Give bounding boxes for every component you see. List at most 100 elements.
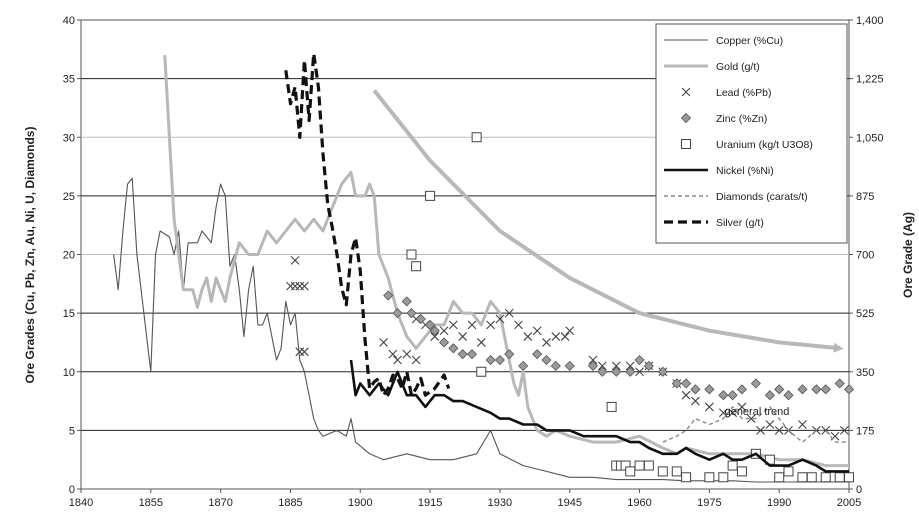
point-lead-pb	[486, 320, 495, 330]
trend-layer	[372, 89, 844, 353]
point-lead-pb	[704, 402, 714, 412]
point-lead-pb	[430, 332, 440, 341]
point-uranium-kg-t-u3o8	[634, 460, 645, 471]
y-left-tick-label: 35	[63, 74, 75, 86]
legend-box	[655, 23, 848, 244]
point-lead-pb	[798, 420, 807, 429]
point-zinc-zn	[681, 378, 692, 389]
point-uranium-kg-t-u3o8	[774, 472, 785, 483]
point-lead-pb	[448, 320, 458, 330]
x-tick-label: 1975	[697, 497, 721, 509]
point-lead-pb	[523, 332, 533, 341]
point-uranium-kg-t-u3o8	[806, 472, 817, 483]
point-zinc-zn	[718, 390, 729, 401]
point-zinc-zn	[597, 366, 608, 377]
y-right-tick-label: 700	[856, 250, 874, 262]
point-zinc-zn	[457, 349, 468, 360]
series-uranium-kg-t-u3o8	[406, 132, 854, 483]
point-zinc-zn	[671, 378, 682, 389]
point-uranium-kg-t-u3o8	[471, 132, 482, 143]
point-zinc-zn	[611, 366, 622, 377]
x-tick-label: 1885	[278, 497, 302, 509]
tick-labels: 0 5 10 15 20 25 30 35 40 0 175 350 525 700 875 1,050 1,2…	[63, 15, 884, 509]
point-zinc-zn	[518, 360, 529, 371]
y-right-tick-label: 350	[856, 367, 874, 379]
x-tick-label: 1960	[627, 497, 651, 509]
point-zinc-zn	[783, 390, 794, 401]
point-zinc-zn	[485, 354, 496, 366]
point-uranium-kg-t-u3o8	[625, 466, 636, 477]
series-nickel-ni-line	[349, 359, 849, 473]
point-lead-pb	[532, 326, 542, 336]
x-tick-label: 1870	[208, 497, 232, 509]
point-lead-pb	[774, 425, 784, 435]
series-layer	[113, 51, 855, 483]
y-left-tick-label: 5	[69, 425, 75, 437]
y-right-tick-label: 1,050	[856, 132, 884, 144]
point-uranium-kg-t-u3o8	[406, 249, 417, 260]
point-zinc-zn	[494, 354, 505, 366]
point-zinc-zn	[401, 296, 412, 307]
point-lead-pb	[681, 390, 691, 400]
point-zinc-zn	[425, 319, 436, 330]
point-lead-pb	[635, 367, 644, 377]
point-zinc-zn	[564, 360, 575, 371]
point-zinc-zn	[532, 349, 543, 360]
legend: Copper (%Cu) Gold (g/t) Lead (%Pb) Zinc (%Z…	[655, 23, 848, 244]
legend-item: Copper (%Cu)	[664, 35, 783, 47]
point-lead-pb	[756, 425, 765, 435]
x-tick-label: 1840	[69, 497, 93, 509]
point-zinc-zn	[429, 325, 440, 336]
trend-arrow	[372, 89, 844, 353]
point-uranium-kg-t-u3o8	[797, 472, 808, 483]
point-lead-pb	[300, 281, 309, 291]
x-tick-label: 1915	[418, 497, 442, 509]
point-zinc-zn	[736, 384, 748, 395]
legend-item: Lead (%Pb)	[681, 87, 771, 99]
point-zinc-zn	[504, 349, 515, 360]
point-lead-pb	[379, 338, 388, 347]
point-zinc-zn	[406, 308, 417, 319]
point-lead-pb	[393, 355, 402, 365]
legend-item: Nickel (%Ni)	[664, 165, 774, 177]
point-zinc-zn	[657, 366, 668, 377]
point-lead-pb	[495, 314, 505, 324]
point-zinc-zn	[764, 390, 775, 401]
point-lead-pb	[551, 332, 561, 341]
x-tick-label: 2005	[837, 497, 861, 509]
y-left-tick-label: 30	[63, 132, 75, 144]
point-uranium-kg-t-u3o8	[425, 190, 436, 201]
y-left-tick-label: 10	[63, 367, 75, 379]
point-uranium-kg-t-u3o8	[411, 261, 422, 272]
point-zinc-zn	[625, 366, 636, 377]
y-left-tick-label: 25	[63, 191, 75, 203]
x-tick-label: 1990	[767, 497, 791, 509]
point-lead-pb	[476, 338, 486, 347]
point-lead-pb	[737, 402, 747, 412]
legend-item: Silver (g/t)	[664, 217, 764, 229]
x-tick-label: 1900	[348, 497, 372, 509]
x-tick-label: 1855	[139, 497, 163, 509]
point-zinc-zn	[834, 378, 845, 389]
y-right-tick-label: 525	[856, 308, 874, 320]
point-uranium-kg-t-u3o8	[834, 472, 845, 483]
point-uranium-kg-t-u3o8	[820, 472, 831, 483]
point-zinc-zn	[643, 360, 654, 371]
point-zinc-zn	[811, 384, 822, 395]
y-right-tick-label: 875	[856, 191, 874, 203]
point-lead-pb	[300, 347, 309, 357]
point-lead-pb	[611, 361, 621, 371]
legend-swatch	[681, 139, 691, 149]
legend-item: Uranium (kg/t U3O8)	[681, 139, 813, 151]
y-right-tick-label: 1,400	[856, 15, 884, 27]
legend-label: Uranium (kg/t U3O8)	[716, 139, 813, 151]
point-zinc-zn	[438, 337, 450, 348]
point-lead-pb	[691, 396, 700, 406]
point-lead-pb	[560, 332, 570, 341]
point-lead-pb	[411, 355, 421, 365]
point-zinc-zn	[541, 354, 552, 366]
point-zinc-zn	[690, 384, 701, 395]
series-copper-cu-line	[113, 177, 849, 483]
point-uranium-kg-t-u3o8	[606, 401, 617, 412]
